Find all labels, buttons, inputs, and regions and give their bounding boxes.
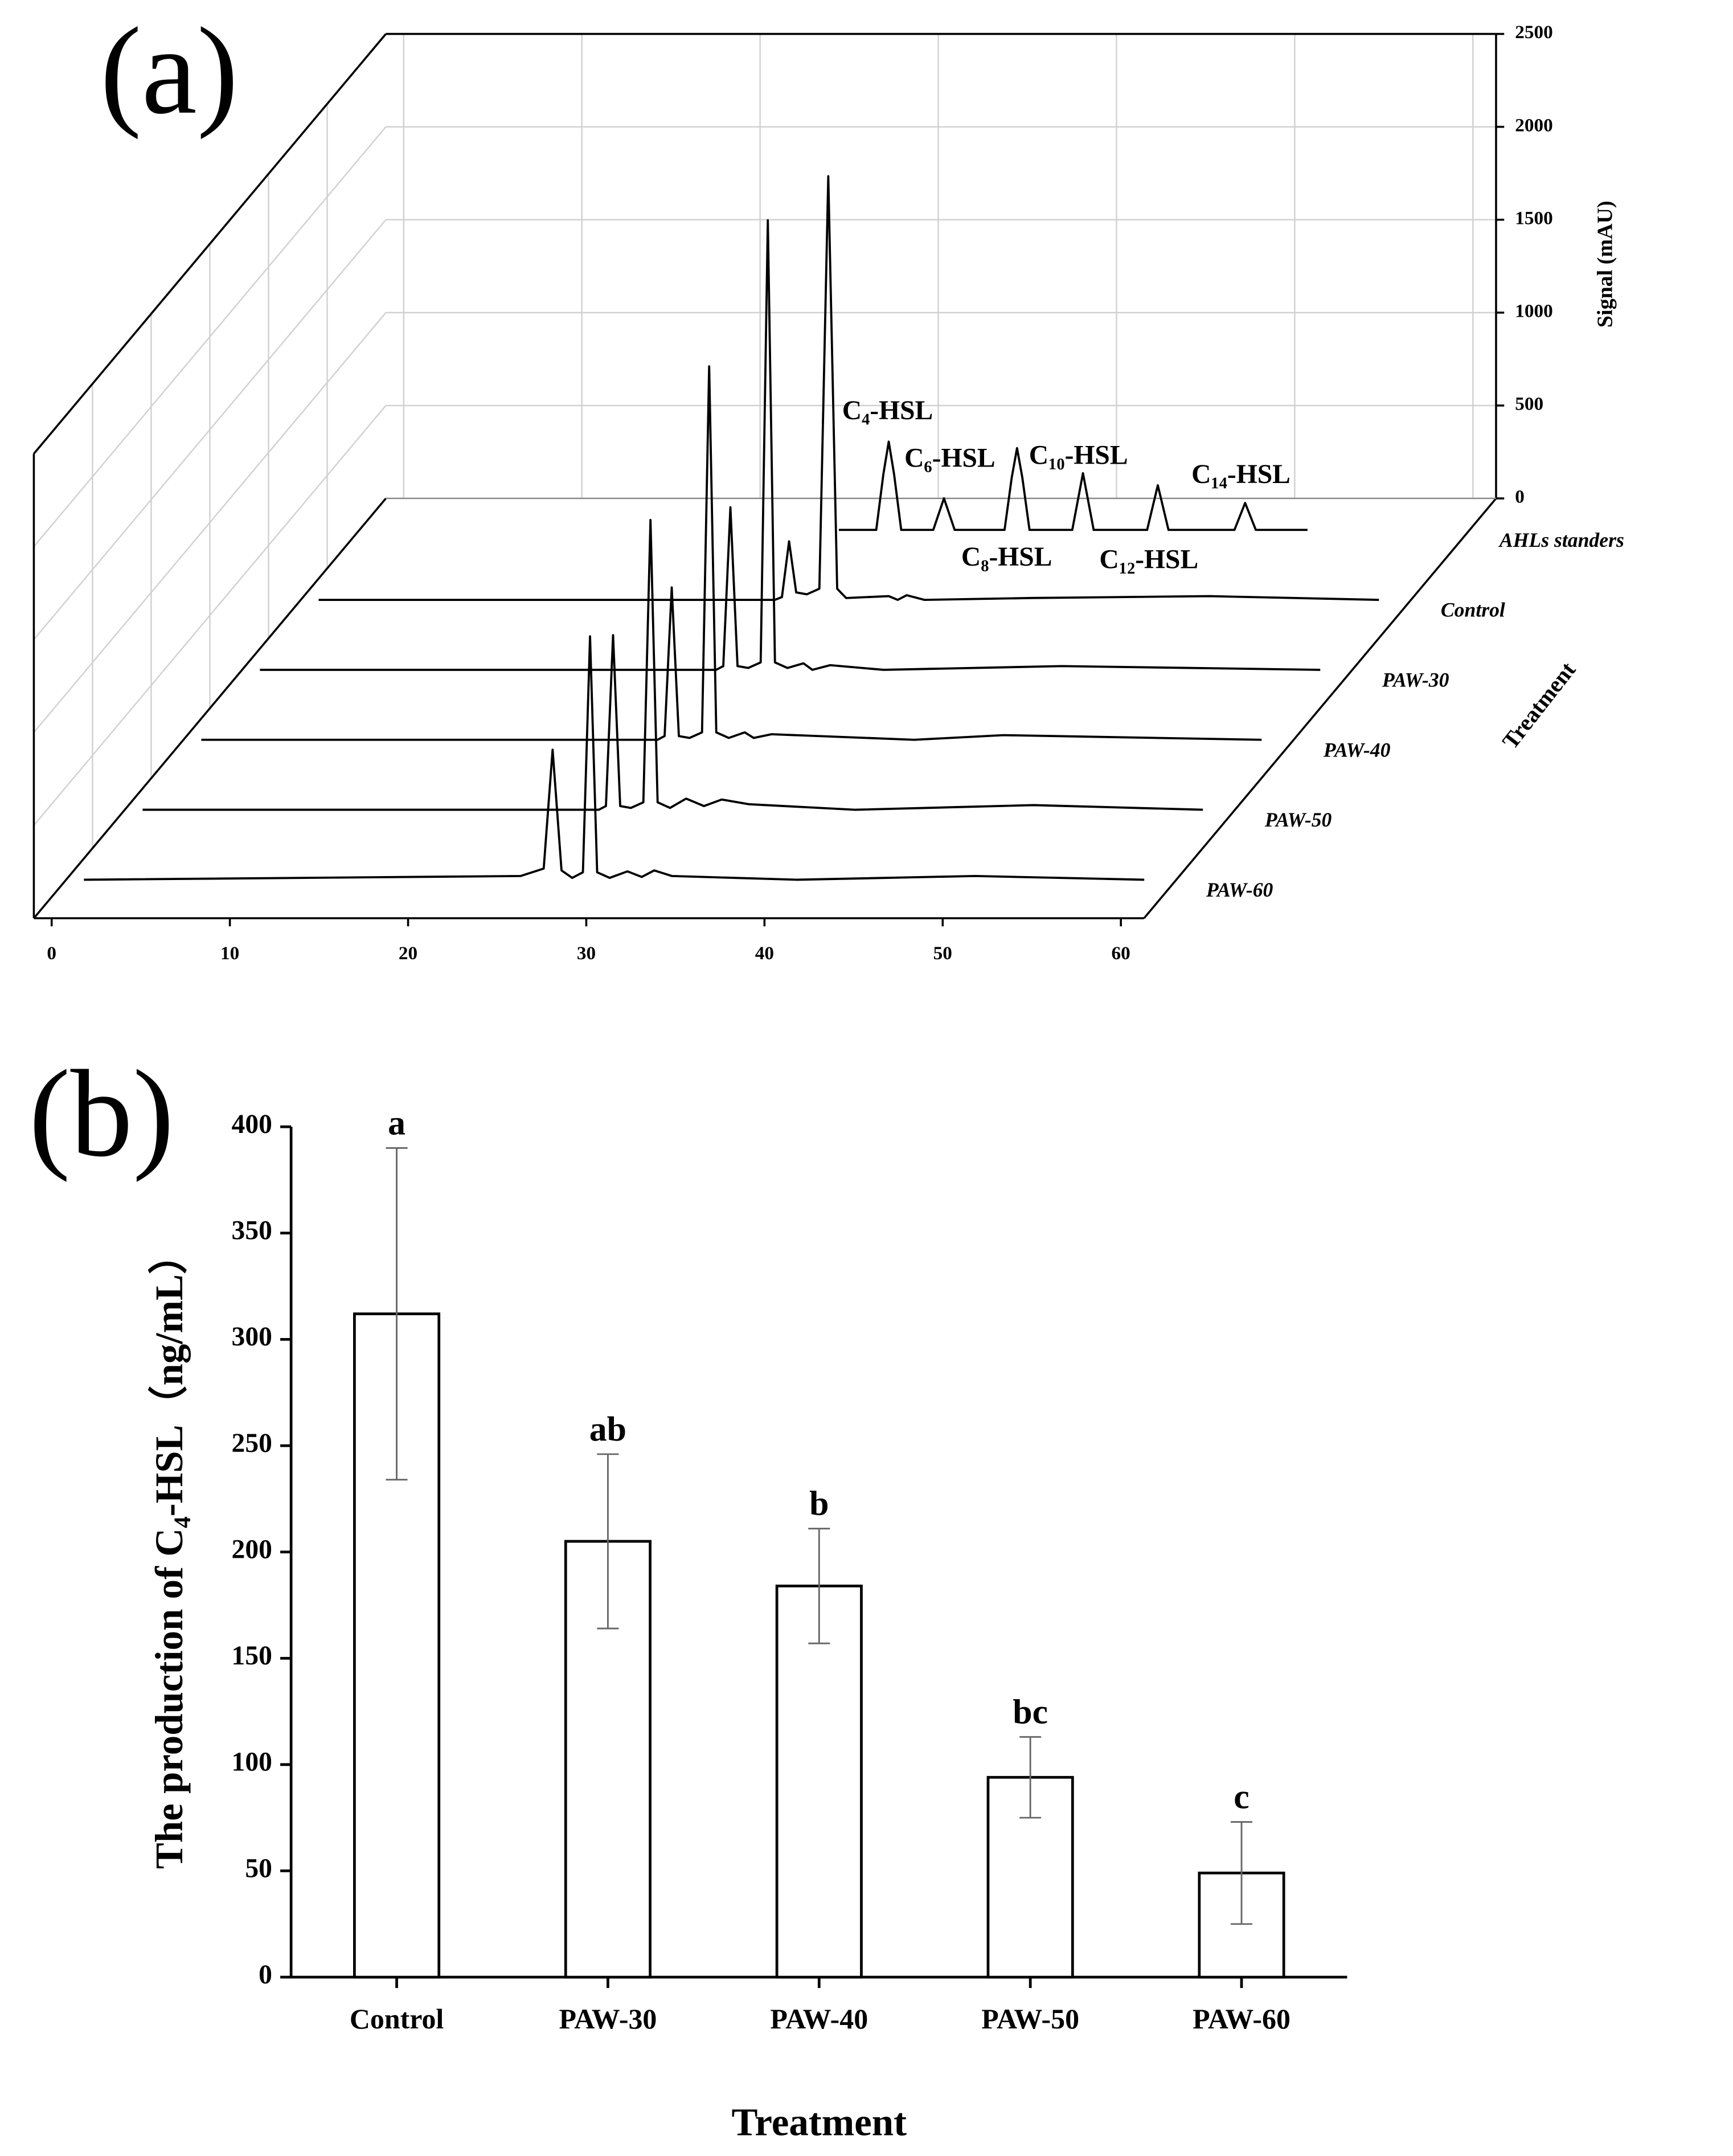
peak-label: C₁₂-HSL (1099, 545, 1198, 575)
x-tick-label: 50 (933, 943, 952, 964)
y-tick-label: 0 (259, 1960, 272, 1990)
x-tick-label: 20 (399, 943, 417, 964)
z-tick-label: 2000 (1515, 114, 1553, 136)
x-tick-label: Control (350, 2003, 444, 2035)
series-label: PAW-30 (1382, 669, 1449, 692)
error-bar (386, 1147, 408, 1481)
bar (564, 1540, 652, 1979)
z-tick-label: 2500 (1515, 22, 1553, 43)
x-tick-label: 30 (577, 943, 596, 964)
trace (838, 440, 1308, 531)
series-label: Control (1441, 599, 1505, 621)
series-label: PAW-60 (1206, 878, 1273, 901)
axis-line (33, 497, 387, 919)
z-axis-title: Signal (mAU) (1593, 201, 1617, 328)
x-tick-label: PAW-60 (1193, 2003, 1290, 2035)
x-tick-label: PAW-30 (559, 2003, 657, 2035)
z-tick-label: 0 (1515, 486, 1525, 508)
x-tick-label: 60 (1112, 943, 1130, 964)
series-label: AHLs standers (1498, 529, 1624, 551)
peak-label: C₁₀-HSL (1029, 441, 1128, 471)
trace (201, 365, 1262, 741)
y-tick-label: 100 (232, 1748, 272, 1777)
y-tick-label: 250 (232, 1429, 272, 1458)
z-tick-label: 1500 (1515, 207, 1553, 228)
trace (84, 635, 1145, 881)
peak-label: C₁₄-HSL (1191, 460, 1290, 489)
error-bar (808, 1528, 830, 1644)
z-tick-label: 500 (1515, 394, 1543, 415)
trace (142, 518, 1203, 811)
bar (775, 1584, 863, 1979)
panel-label: (b) (29, 1045, 174, 1183)
y-tick-label: 50 (245, 1854, 272, 1883)
x-tick-label: 10 (220, 943, 239, 964)
y-tick-label: 300 (232, 1322, 272, 1352)
y-tick-label: 400 (232, 1110, 272, 1139)
y-tick-label: 350 (232, 1216, 272, 1246)
x-axis-title: Treatment (732, 2100, 907, 2143)
series-label: PAW-40 (1323, 738, 1391, 761)
trace (318, 175, 1379, 602)
y-tick-label: 150 (232, 1641, 272, 1671)
peak-label: C₈-HSL (961, 542, 1052, 572)
z-tick-label: 1000 (1515, 300, 1553, 321)
x-tick-label: 0 (47, 943, 56, 964)
x-tick-label: 40 (755, 943, 774, 964)
trace (260, 219, 1321, 671)
significance-letter: b (809, 1484, 829, 1523)
x-tick-label: PAW-40 (770, 2003, 868, 2035)
panel-label: (a) (100, 2, 239, 140)
x-tick-label: PAW-50 (981, 2003, 1079, 2035)
significance-letter: bc (1013, 1692, 1048, 1731)
axis-line (33, 33, 387, 455)
error-bar (1019, 1736, 1042, 1819)
axis-line (1143, 497, 1497, 919)
peak-label: C₄-HSL (842, 396, 933, 426)
significance-letter: a (388, 1104, 405, 1143)
error-bar (597, 1453, 619, 1630)
y-axis-title: The production of C₄-HSL（ng/mL） (148, 1235, 191, 1869)
depth-axis-title: Treatment (1497, 657, 1581, 754)
y-tick-label: 200 (232, 1535, 272, 1564)
error-bar (1231, 1821, 1253, 1925)
significance-letter: ab (589, 1410, 626, 1449)
series-label: PAW-50 (1264, 808, 1332, 831)
significance-letter: c (1234, 1778, 1249, 1817)
peak-label: C₆-HSL (904, 443, 995, 473)
